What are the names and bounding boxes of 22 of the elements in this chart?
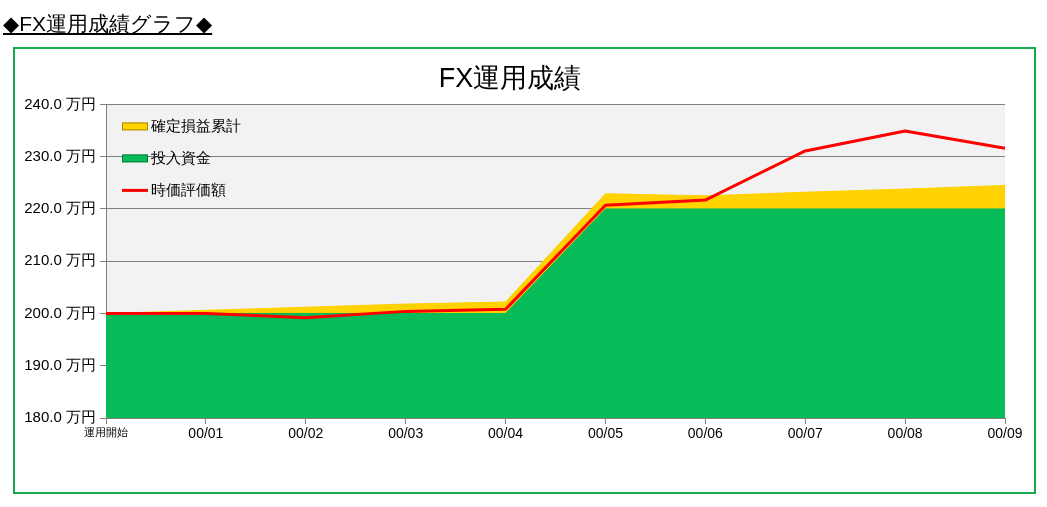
x-tick-label: 00/09	[987, 425, 1023, 442]
text: ◆FX運用成績グラフ◆	[3, 11, 213, 37]
x-tick-label: 00/06	[687, 425, 724, 442]
y-tick-label: 240.0 万円	[24, 94, 96, 112]
y-tick-label: 220.0 万円	[24, 199, 96, 217]
y-tick-label: 210.0 万円	[24, 251, 96, 269]
y-tick-label: 190.0 万円	[24, 355, 96, 373]
legend-label: 投入資金	[150, 148, 211, 166]
y-tick-label: 230.0 万円	[24, 146, 96, 164]
legend-label: 確定損益累計	[150, 116, 241, 134]
x-tick-label: 00/03	[388, 425, 424, 442]
legend-label: 時価評価額	[151, 180, 226, 198]
x-tick-label: 00/04	[488, 425, 524, 442]
x-tick-label: 00/02	[288, 425, 324, 442]
x-tick-label: 00/07	[787, 425, 823, 442]
x-tick-label: 00/01	[188, 425, 224, 442]
x-tick-label: 00/08	[887, 425, 923, 442]
chart-title: FX運用成績	[438, 62, 582, 93]
x-tick-label: 運用開始	[84, 425, 128, 438]
y-tick-label: 200.0 万円	[24, 303, 96, 321]
x-tick-label: 00/05	[587, 425, 624, 442]
y-tick-label: 180.0 万円	[24, 408, 96, 426]
